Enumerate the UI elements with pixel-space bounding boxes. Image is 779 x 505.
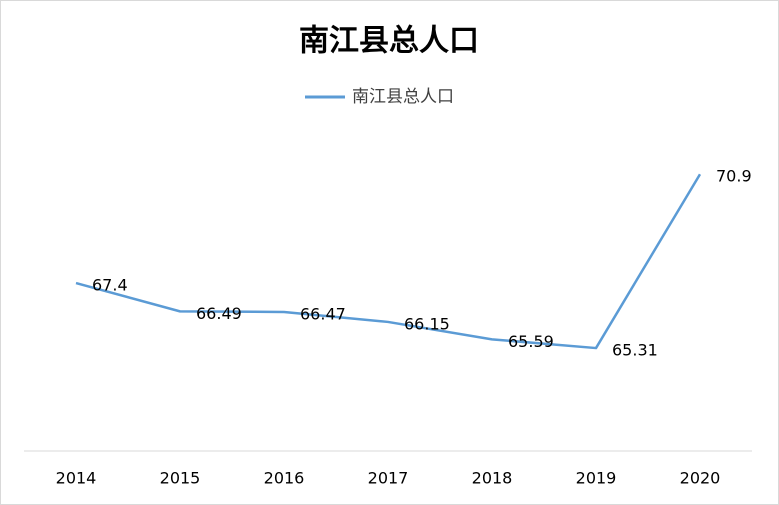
data-label: 67.4	[92, 276, 128, 295]
data-label: 66.49	[196, 304, 242, 323]
data-label: 70.9	[716, 167, 752, 186]
data-label: 65.59	[508, 332, 554, 351]
x-tick-label: 2016	[264, 469, 305, 488]
x-tick-label: 2018	[472, 469, 513, 488]
x-tick-label: 2019	[576, 469, 617, 488]
x-tick-label: 2020	[680, 469, 721, 488]
data-label: 66.15	[404, 314, 450, 333]
x-tick-label: 2017	[368, 469, 409, 488]
x-tick-label: 2014	[56, 469, 97, 488]
data-label: 65.31	[612, 341, 658, 360]
legend-label: 南江县总人口	[352, 87, 454, 107]
data-line	[75, 173, 702, 350]
chart-title: 南江县总人口	[299, 24, 479, 59]
data-label: 66.47	[300, 304, 346, 323]
x-tick-label: 2015	[160, 469, 201, 488]
